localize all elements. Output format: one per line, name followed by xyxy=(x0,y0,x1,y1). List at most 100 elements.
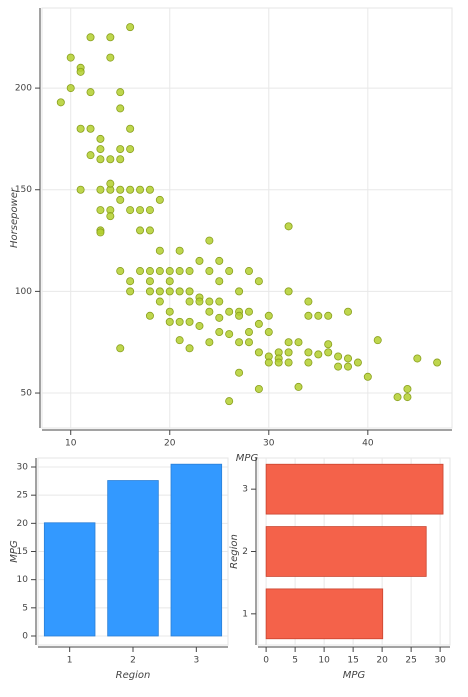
point xyxy=(215,277,224,286)
point xyxy=(126,124,135,133)
point xyxy=(116,267,125,276)
plot-frame xyxy=(257,457,451,646)
point xyxy=(116,145,125,154)
point xyxy=(304,358,313,367)
x-tick-label: 25 xyxy=(405,656,416,666)
bar xyxy=(265,463,444,515)
point xyxy=(264,328,273,337)
point xyxy=(165,317,174,326)
point xyxy=(145,206,154,215)
point xyxy=(96,145,105,154)
point xyxy=(155,297,164,306)
point xyxy=(116,88,125,97)
point xyxy=(145,267,154,276)
point xyxy=(155,287,164,296)
x-tick-label: 40 xyxy=(362,439,374,449)
point xyxy=(344,307,353,316)
point xyxy=(96,185,105,194)
point xyxy=(126,23,135,32)
point xyxy=(106,212,115,221)
point xyxy=(304,348,313,357)
x-tick-label: 10 xyxy=(65,439,77,449)
point xyxy=(165,287,174,296)
point xyxy=(244,338,253,347)
point xyxy=(403,384,412,393)
point xyxy=(136,226,145,235)
point xyxy=(136,206,145,215)
point xyxy=(155,195,164,204)
point xyxy=(175,267,184,276)
point xyxy=(254,319,263,328)
point xyxy=(294,338,303,347)
point xyxy=(165,307,174,316)
bar xyxy=(43,522,96,637)
y-tick-label: 200 xyxy=(15,84,32,94)
point xyxy=(314,311,323,320)
x-tick-label: 10 xyxy=(318,656,330,666)
point xyxy=(116,344,125,353)
point xyxy=(145,185,154,194)
point xyxy=(373,336,382,345)
point xyxy=(393,393,402,402)
y-tick-label: 100 xyxy=(15,287,32,297)
point xyxy=(274,358,283,367)
point xyxy=(324,340,333,349)
point xyxy=(86,88,95,97)
point xyxy=(244,267,253,276)
point xyxy=(126,185,135,194)
point xyxy=(235,287,244,296)
x-tick-label: 1 xyxy=(67,656,73,666)
point xyxy=(185,267,194,276)
point xyxy=(205,338,214,347)
y-tick-label: 30 xyxy=(17,463,29,473)
point xyxy=(254,348,263,357)
y-axis-label: MPG xyxy=(9,540,20,563)
point xyxy=(185,317,194,326)
point xyxy=(66,84,75,93)
x-axis-label: MPG xyxy=(236,453,259,464)
point xyxy=(413,354,422,363)
point xyxy=(264,311,273,320)
point xyxy=(145,226,154,235)
point xyxy=(106,155,115,164)
x-tick-label: 30 xyxy=(263,439,275,449)
x-tick-label: 5 xyxy=(292,656,298,666)
point xyxy=(244,307,253,316)
y-tick-label: 15 xyxy=(17,547,28,557)
x-tick-label: 20 xyxy=(376,656,388,666)
point xyxy=(126,287,135,296)
point xyxy=(225,330,234,339)
point xyxy=(126,277,135,286)
point xyxy=(225,307,234,316)
y-tick-label: 25 xyxy=(17,491,28,501)
y-tick-label: 2 xyxy=(242,547,248,557)
point xyxy=(205,307,214,316)
point xyxy=(264,358,273,367)
point xyxy=(215,313,224,322)
point xyxy=(284,348,293,357)
point xyxy=(205,236,214,245)
point xyxy=(116,104,125,113)
bar xyxy=(265,588,384,640)
x-tick-label: 3 xyxy=(193,656,199,666)
point xyxy=(195,321,204,330)
point xyxy=(96,155,105,164)
point xyxy=(126,145,135,154)
point xyxy=(76,185,85,194)
point xyxy=(106,53,115,62)
point xyxy=(136,267,145,276)
point xyxy=(433,358,442,367)
point xyxy=(145,277,154,286)
point xyxy=(76,67,85,76)
y-tick-label: 1 xyxy=(242,609,248,619)
y-tick-label: 3 xyxy=(242,485,248,495)
bar xyxy=(170,463,223,637)
point xyxy=(244,328,253,337)
bar xyxy=(107,480,159,637)
point xyxy=(195,297,204,306)
point xyxy=(284,222,293,231)
x-axis-label: Region xyxy=(116,670,151,681)
point xyxy=(205,297,214,306)
point xyxy=(155,246,164,255)
